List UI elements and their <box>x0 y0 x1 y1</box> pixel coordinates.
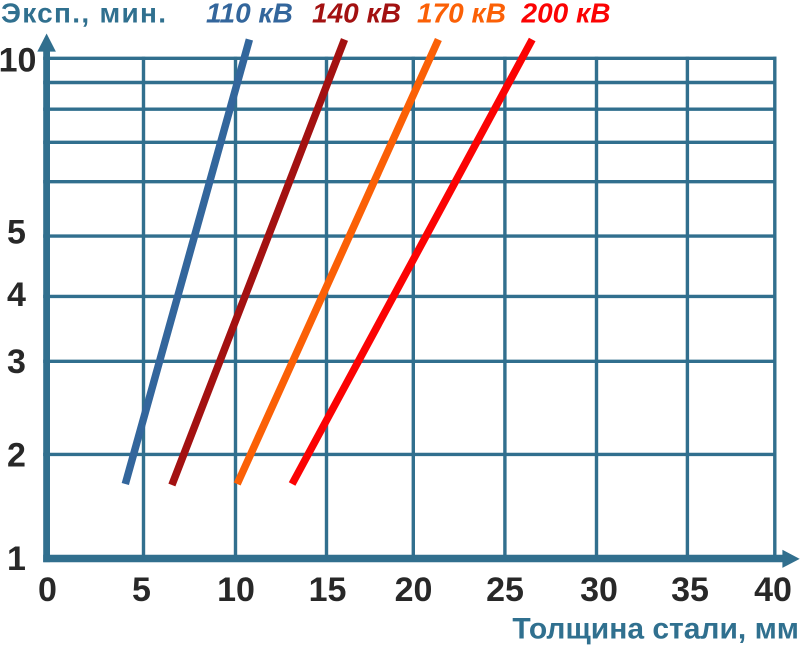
svg-text:10: 10 <box>217 571 255 609</box>
svg-text:35: 35 <box>671 571 709 609</box>
svg-text:15: 15 <box>309 571 347 609</box>
svg-text:170 кВ: 170 кВ <box>417 0 506 29</box>
svg-text:30: 30 <box>580 571 618 609</box>
svg-text:5: 5 <box>7 214 26 252</box>
svg-text:4: 4 <box>7 276 26 314</box>
svg-text:Эксп., мин.: Эксп., мин. <box>1 0 167 29</box>
svg-text:25: 25 <box>486 571 524 609</box>
svg-text:1: 1 <box>7 540 26 578</box>
svg-text:10: 10 <box>0 41 36 79</box>
svg-text:20: 20 <box>395 571 433 609</box>
svg-text:40: 40 <box>754 571 792 609</box>
svg-text:Толщина стали, мм: Толщина стали, мм <box>512 613 799 646</box>
svg-text:200 кВ: 200 кВ <box>521 0 611 29</box>
svg-text:0: 0 <box>38 571 57 609</box>
svg-text:2: 2 <box>7 437 26 475</box>
svg-text:110 кВ: 110 кВ <box>206 0 293 29</box>
svg-text:3: 3 <box>7 343 26 381</box>
svg-text:140 кВ: 140 кВ <box>312 0 401 29</box>
svg-text:5: 5 <box>132 571 151 609</box>
